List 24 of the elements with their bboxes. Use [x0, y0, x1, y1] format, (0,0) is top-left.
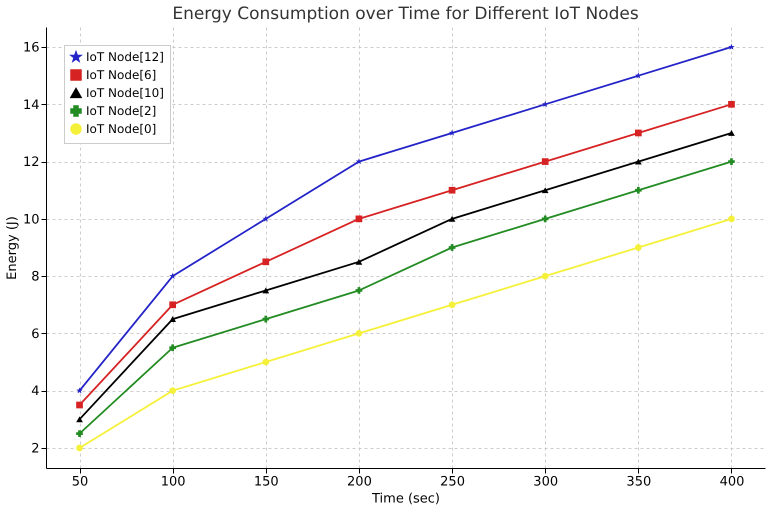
y-tick-label: 8 [31, 270, 40, 285]
x-tick-label: 400 [720, 474, 744, 490]
chart-title: Energy Consumption over Time for Different IoT Nodes [172, 4, 639, 24]
y-tick-label: 10 [22, 212, 40, 228]
x-tick-label: 100 [160, 474, 186, 490]
legend-label: IoT Node[2] [86, 104, 156, 118]
legend-label: IoT Node[12] [86, 50, 164, 64]
y-tick-label: 4 [31, 384, 40, 400]
legend-label: IoT Node[0] [86, 122, 156, 136]
y-tick-label: 6 [31, 326, 40, 342]
x-tick-label: 250 [440, 474, 465, 490]
x-axis-title: Time (sec) [370, 492, 440, 506]
y-axis-title: Energy (J) [4, 216, 20, 280]
y-tick-label: 14 [22, 98, 40, 113]
x-tick-label: 350 [626, 474, 652, 490]
y-tick-label: 12 [22, 155, 40, 170]
x-tick-label: 50 [72, 474, 88, 490]
x-tick-label: 300 [533, 474, 558, 490]
y-tick-label: 16 [22, 40, 40, 56]
x-tick-label: 150 [254, 474, 279, 490]
legend-label: IoT Node[10] [86, 86, 164, 100]
x-tick-label: 200 [347, 474, 372, 490]
legend-label: IoT Node[6] [86, 68, 156, 82]
y-tick-label: 2 [31, 441, 40, 456]
